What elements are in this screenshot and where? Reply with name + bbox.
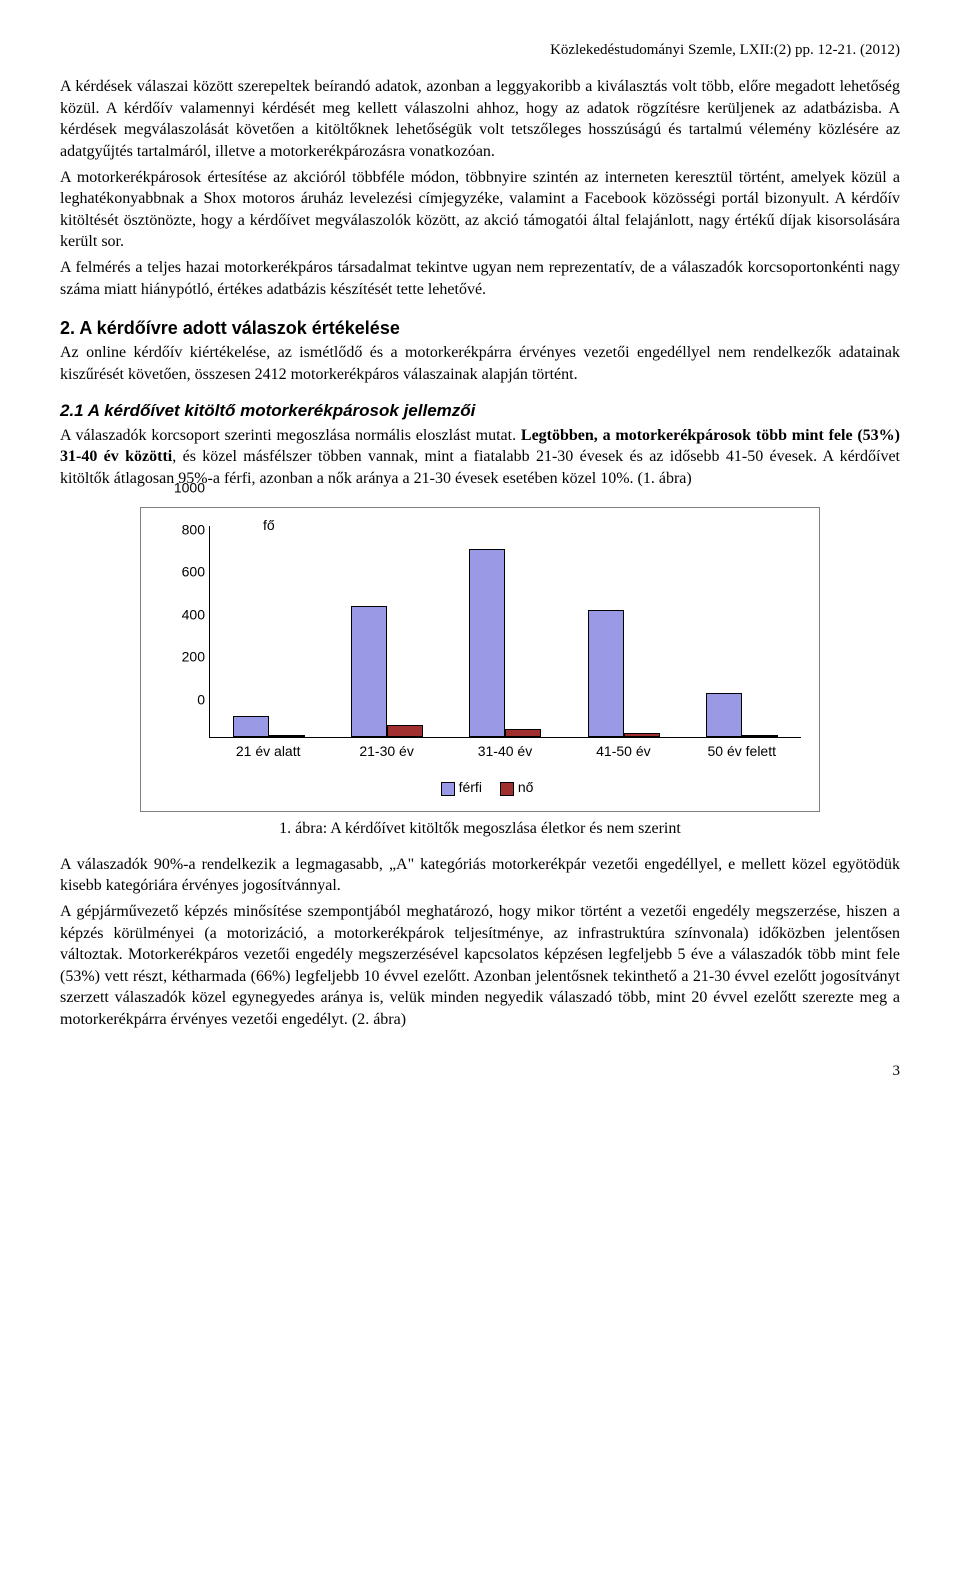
bar [387,725,423,738]
bar [742,735,778,737]
bar-group [570,610,676,737]
y-tick: 1000 [174,478,205,497]
bar [469,549,505,738]
s21-plain1: A válaszadók korcsoport szerinti megoszl… [60,427,521,444]
x-label: 21-30 év [333,742,440,761]
y-axis: 02004006008001000 [159,518,209,738]
x-label: 21 év alatt [215,742,322,761]
bar-group [452,549,558,738]
x-label: 50 év felett [688,742,795,761]
chart-plot-area: fő 02004006008001000 21 év alatt21-30 év… [209,518,801,758]
bar [706,693,742,738]
after-chart-p1: A válaszadók 90%-a rendelkezik a legmaga… [60,854,900,897]
intro-p2: A motorkerékpárosok értesítése az akciór… [60,167,900,253]
y-tick: 400 [182,605,205,624]
header-reference: Közlekedéstudományi Szemle, LXII:(2) pp.… [60,40,900,60]
intro-p1: A kérdések válaszai között szerepeltek b… [60,76,900,162]
figure-1-caption: 1. ábra: A kérdőívet kitöltők megoszlása… [60,818,900,840]
bar-groups [210,526,801,737]
plot-area [209,526,801,738]
intro-p3: A felmérés a teljes hazai motorkerékpáro… [60,257,900,300]
bar [588,610,624,737]
page-number: 3 [60,1061,900,1081]
after-chart-p2: A gépjárművezető képzés minősítése szemp… [60,901,900,1031]
x-axis-labels: 21 év alatt 21-30 év 31-40 év 41-50 év 50 év… [209,742,801,761]
bar [233,716,269,737]
chart-legend: férfi nő [159,778,801,797]
y-tick: 200 [182,648,205,667]
bar-group [216,716,322,737]
y-tick: 600 [182,563,205,582]
bar-group [334,606,440,737]
bar [505,729,541,737]
legend-label-ferfi: férfi [459,779,482,795]
section-2-body: Az online kérdőív kiértékelése, az ismét… [60,342,900,385]
y-tick: 0 [197,690,205,709]
bar-group [689,693,795,738]
y-tick: 800 [182,520,205,539]
legend-label-no: nő [518,779,534,795]
legend-swatch-ferfi [441,782,455,796]
bar [269,735,305,737]
x-label: 31-40 év [452,742,559,761]
section-2-title: 2. A kérdőívre adott válaszok értékelése [60,316,900,340]
age-gender-chart: fő 02004006008001000 21 év alatt21-30 év… [140,507,820,812]
legend-swatch-no [500,782,514,796]
bar [624,733,660,737]
x-label: 41-50 év [570,742,677,761]
bar [351,606,387,737]
section-2-1-title: 2.1 A kérdőívet kitöltő motorkerékpároso… [60,400,900,423]
